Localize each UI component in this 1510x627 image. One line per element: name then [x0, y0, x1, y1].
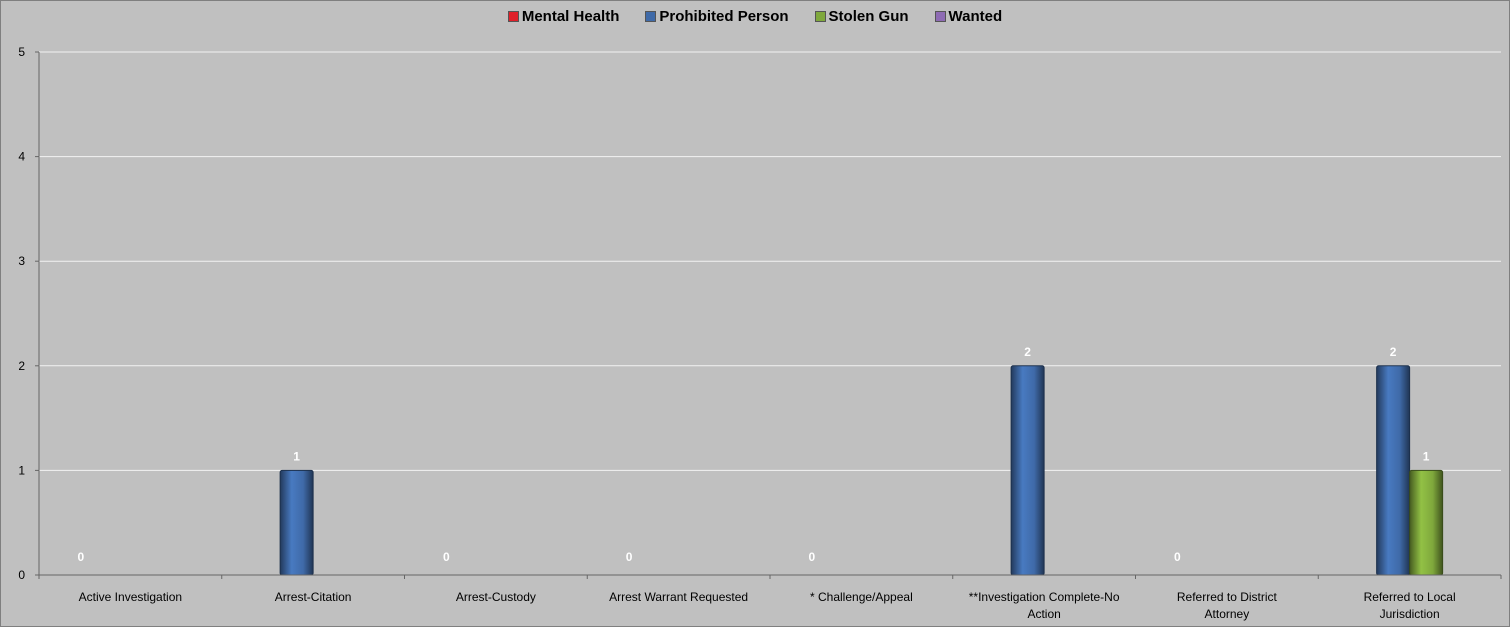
x-category-label: Referred to Local — [1364, 590, 1456, 604]
x-category-label: Active Investigation — [79, 590, 182, 604]
legend-swatch-wanted — [934, 11, 946, 22]
x-category-label: * Challenge/Appeal — [810, 590, 913, 604]
legend-swatch-mental-health — [507, 11, 519, 22]
data-label: 1 — [1423, 449, 1430, 463]
x-category-label: Action — [1027, 607, 1060, 621]
legend-item-prohibited-person: Prohibited Person — [645, 8, 789, 25]
x-category-label: Referred to District — [1177, 590, 1278, 604]
legend: Mental Health Prohibited Person Stolen G… — [1, 8, 1509, 25]
legend-label-stolen-gun: Stolen Gun — [828, 8, 909, 25]
x-category-label: Arrest-Citation — [275, 590, 352, 604]
data-label: 0 — [443, 550, 450, 564]
x-category-label: **Investigation Complete-No — [969, 590, 1120, 604]
bar-prohibited-person — [279, 469, 314, 576]
legend-item-stolen-gun: Stolen Gun — [814, 8, 909, 25]
legend-item-mental-health: Mental Health — [507, 8, 620, 25]
data-label: 0 — [1174, 550, 1181, 564]
data-label: 0 — [78, 550, 85, 564]
data-labels: 0 1 0 0 0 2 0 2 1 — [78, 345, 1430, 564]
y-tick-label: 5 — [18, 45, 25, 59]
data-label: 2 — [1390, 345, 1397, 359]
bar-prohibited-person — [1010, 365, 1045, 576]
data-label: 0 — [809, 550, 816, 564]
axes — [38, 52, 1502, 579]
legend-item-wanted: Wanted — [934, 8, 1003, 25]
y-axis-ticks: 0 1 2 3 4 5 — [18, 45, 39, 582]
legend-swatch-prohibited-person — [645, 11, 657, 22]
legend-label-prohibited-person: Prohibited Person — [659, 8, 789, 25]
x-axis-labels: Active Investigation Arrest-Citation Arres… — [79, 590, 1456, 621]
legend-label-wanted: Wanted — [948, 8, 1003, 25]
y-tick-label: 2 — [18, 359, 25, 373]
y-tick-label: 4 — [18, 150, 25, 164]
legend-label-mental-health: Mental Health — [521, 8, 620, 25]
bars — [279, 365, 1444, 576]
y-tick-label: 0 — [18, 568, 25, 582]
x-category-label: Arrest-Custody — [456, 590, 536, 604]
data-label: 1 — [293, 449, 300, 463]
y-tick-label: 3 — [18, 254, 25, 268]
gridlines — [39, 51, 1501, 471]
legend-swatch-stolen-gun — [814, 11, 826, 22]
data-label: 0 — [626, 550, 633, 564]
data-label: 2 — [1024, 345, 1031, 359]
y-tick-label: 1 — [18, 463, 25, 477]
x-category-label: Attorney — [1205, 607, 1250, 621]
bar-stolen-gun — [1409, 469, 1444, 576]
bar-prohibited-person — [1376, 365, 1411, 576]
x-category-label: Jurisdiction — [1380, 607, 1440, 621]
x-category-label: Arrest Warrant Requested — [609, 590, 748, 604]
